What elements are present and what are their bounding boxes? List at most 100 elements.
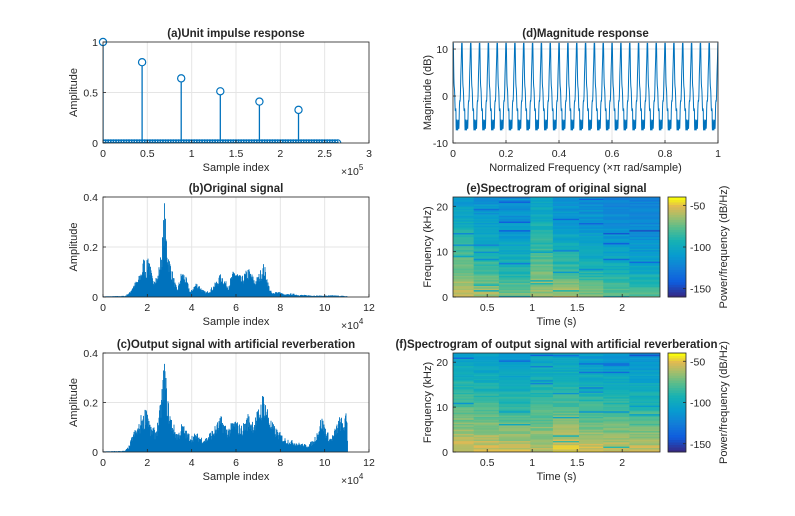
spectrogram-cell [629,354,660,357]
spectrogram-cell [453,364,474,367]
spectrogram-cell [453,291,474,294]
x-tick-label: 8 [277,457,283,469]
colorbar-f: -50 -100 -150 Power/frequency (dB/Hz) [667,341,730,464]
spectrogram-cell [453,398,474,400]
colorbar-step [668,447,686,450]
spectrogram-cell [530,245,554,248]
spectrogram-cell [473,392,500,395]
spectrogram-cell [579,436,604,439]
spectrogram-cell [473,426,500,429]
spectrogram-cell [629,357,660,359]
spectrogram-cell [552,269,580,272]
spectrogram-cell [579,425,604,427]
spectrogram-cell [498,381,531,383]
spectrogram-cell [579,385,604,388]
spectrogram-cell [498,245,531,248]
spectrogram-cell [498,429,531,432]
spectrogram-cell [629,199,660,202]
spectrogram-cell [603,432,630,434]
x-tick-label: 2 [619,302,625,314]
y-tick-label: -10 [433,138,448,150]
colorbar-step [668,242,686,245]
colorbar-step [668,422,686,426]
spectrogram-cell [473,238,500,241]
x-tick-label: 0.5 [480,457,495,469]
spectrogram-cell [530,279,554,282]
stem-zero-marker [112,139,120,143]
spectrogram-cell [579,229,604,232]
axes-frame [452,196,661,298]
spectrogram-cell [603,401,630,403]
spectrogram-cell [552,255,580,258]
stem-zero-marker [258,139,266,143]
plot-content [103,42,342,143]
spectrogram-cell [473,254,500,256]
spectrogram-cell [530,443,554,446]
stem-zero-marker [232,139,240,143]
spectrogram-cell [552,267,580,269]
spectrogram-cell [629,427,660,430]
spectrogram-cell [498,379,531,382]
spectrogram-cell [530,423,554,426]
spectrogram-cell [603,372,630,375]
spectrogram-cell [453,292,474,295]
spectrogram-cell [603,215,630,218]
colorbar-step [668,427,686,431]
spectrogram-cell [453,274,474,276]
x-axis-label: Time (s) [537,316,577,328]
spectrogram-cell [473,287,500,289]
spectrogram-cell [453,285,474,288]
spectrogram-cell [579,412,604,415]
spectrogram-cell [498,211,531,214]
spectrogram-cell [552,423,580,426]
stem-zero-marker [320,139,329,143]
spectrogram-cell [579,415,604,417]
spectrogram-cell [629,394,660,396]
stem-zero-marker [239,139,248,143]
spectrogram-cell [498,217,531,219]
spectrogram-cell [552,395,580,398]
spectrogram-cell [629,401,660,403]
plot-content [453,353,660,452]
spectrogram-cell [552,287,580,289]
spectrogram-cell [453,228,474,231]
spectrogram-cell [603,259,630,262]
spectrogram-cell [473,418,500,420]
spectrogram-cell [552,277,580,279]
spectrogram-cell [530,364,554,367]
spectrogram-cell [530,416,554,419]
spectrogram-cell [552,279,580,282]
spectrogram-cell [498,232,531,235]
spectrogram-cell [629,437,660,440]
spectrogram-cell [498,244,531,246]
y-axis-label: Amplitude [68,378,80,427]
spectrogram-cell [498,367,531,369]
x-tick-label: 2 [144,302,150,314]
stem-zero-marker [279,139,287,143]
spectrogram-cell [473,353,500,355]
x-tick-label: 0.2 [499,148,514,160]
x-tick-label: 0 [450,148,456,160]
spectrogram-cell [603,422,630,425]
spectrogram-cell [530,214,554,216]
spectrogram-cell [453,239,474,242]
spectrogram-cell [530,202,554,205]
spectrogram-cell [579,282,604,285]
spectrogram-cell [530,198,554,201]
spectrogram-cell [498,228,531,231]
spectrogram-cell [603,398,630,400]
spectrogram-cell [603,353,630,355]
spectrogram-cell [530,398,554,400]
spectrogram-cell [498,371,531,374]
stem-zero-marker [234,139,243,143]
spectrogram-cell [530,277,554,279]
spectrogram-cell [552,237,580,239]
y-tick-label: 0.2 [83,398,98,410]
spectrogram-cell [629,447,660,450]
spectrogram-cell [552,446,580,449]
spectrogram-cell [603,272,630,275]
spectrogram-cell [473,241,500,244]
spectrogram-cell [552,199,580,202]
spectrogram-cell [603,269,630,272]
colorbar-step [668,392,686,396]
